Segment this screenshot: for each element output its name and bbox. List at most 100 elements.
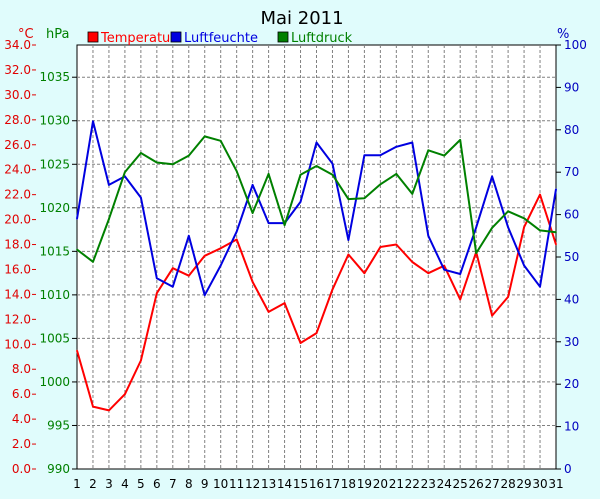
data-point	[251, 184, 254, 186]
data-point	[283, 224, 286, 227]
data-point	[363, 154, 366, 157]
humidity-tick-label: 10	[564, 420, 579, 434]
data-point	[315, 332, 318, 334]
unit-percent: %	[557, 27, 569, 42]
humidity-tick-label: 90	[564, 80, 579, 94]
x-tick-label: 8	[185, 477, 193, 491]
temperature-tick-label: 2.0	[12, 437, 31, 451]
pressure-tick-label: 990	[47, 462, 70, 476]
legend-swatch	[87, 31, 99, 43]
data-point	[379, 183, 382, 186]
x-tick-label: 31	[548, 477, 563, 491]
pressure-tick-label: 1015	[39, 244, 70, 258]
humidity-tick-label: 80	[564, 123, 579, 137]
data-point	[187, 274, 190, 277]
data-point	[219, 139, 222, 142]
data-point	[331, 162, 334, 165]
data-point	[108, 409, 110, 412]
temperature-tick-label: 26.0	[4, 138, 31, 152]
pressure-tick-label: 1035	[39, 70, 70, 84]
x-tick-label: 12	[245, 477, 260, 491]
data-point	[539, 193, 541, 196]
temperature-tick-label: 24.0	[4, 163, 31, 177]
data-point	[219, 264, 222, 267]
temperature-tick-label: 14.0	[4, 287, 31, 301]
data-point	[507, 226, 509, 229]
x-tick-label: 19	[357, 477, 372, 491]
humidity-tick-label: 30	[564, 335, 579, 349]
data-point	[299, 342, 302, 344]
x-tick-label: 11	[229, 477, 244, 491]
data-point	[219, 247, 222, 250]
x-tick-label: 25	[453, 477, 468, 491]
data-point	[124, 171, 126, 173]
x-tick-label: 1	[73, 477, 81, 491]
x-tick-label: 29	[516, 477, 531, 491]
legend-swatch	[277, 31, 289, 43]
x-tick-label: 10	[213, 477, 228, 491]
data-point	[539, 285, 541, 288]
x-tick-label: 17	[325, 477, 340, 491]
humidity-tick-label: 0	[564, 462, 572, 476]
temperature-tick-label: 6.0	[12, 387, 31, 401]
data-point	[363, 197, 366, 200]
temperature-tick-label: 12.0	[4, 312, 31, 326]
data-point	[459, 298, 462, 301]
data-point	[459, 273, 462, 275]
data-point	[283, 302, 286, 304]
pressure-tick-label: 1005	[39, 331, 70, 345]
pressure-tick-label: 1030	[39, 114, 70, 128]
data-point	[427, 272, 430, 275]
data-point	[267, 222, 270, 224]
pressure-tick-label: 1020	[39, 201, 70, 215]
temperature-tick-label: 28.0	[4, 113, 31, 127]
data-point	[172, 163, 174, 166]
data-point	[203, 294, 206, 296]
data-point	[92, 405, 94, 408]
data-point	[108, 184, 110, 186]
x-tick-label: 30	[532, 477, 547, 491]
data-point	[76, 218, 78, 220]
data-point	[443, 268, 446, 271]
x-tick-label: 21	[389, 477, 404, 491]
temperature-tick-label: 18.0	[4, 238, 31, 252]
humidity-axis: 0 10 20 30 40 50 60 70 80 90 100	[556, 38, 587, 476]
data-point	[172, 267, 174, 270]
unit-celsius: °C	[18, 27, 34, 42]
data-point	[140, 152, 142, 154]
temperature-tick-label: 10.0	[4, 337, 31, 351]
x-tick-label: 15	[293, 477, 308, 491]
pressure-axis: 990 995 1000 1005 1010 1015 1020 1025 1030 1035	[39, 70, 77, 476]
x-tick-label: 6	[153, 477, 161, 491]
unit-hpa: hPa	[46, 27, 69, 42]
data-point	[347, 253, 350, 256]
temperature-tick-label: 4.0	[12, 412, 31, 426]
data-point	[539, 229, 541, 232]
data-point	[315, 165, 318, 167]
data-point	[172, 285, 174, 288]
pressure-tick-label: 1010	[39, 288, 70, 302]
data-point	[395, 173, 398, 175]
data-point	[187, 235, 190, 237]
data-point	[475, 226, 477, 229]
data-point	[459, 139, 462, 141]
data-point	[443, 264, 446, 267]
data-point	[555, 243, 557, 246]
humidity-tick-label: 60	[564, 208, 579, 222]
data-point	[156, 277, 158, 280]
x-tick-label: 23	[421, 477, 436, 491]
data-point	[347, 239, 350, 241]
data-point	[395, 243, 398, 246]
data-point	[267, 311, 270, 313]
data-point	[331, 288, 334, 291]
data-point	[507, 210, 509, 213]
data-point	[203, 135, 206, 138]
data-point	[251, 212, 254, 214]
data-point	[140, 196, 142, 199]
x-tick-label: 27	[484, 477, 499, 491]
series-lines	[76, 120, 557, 412]
data-point	[331, 173, 334, 176]
x-tick-label: 20	[373, 477, 388, 491]
data-point	[92, 260, 94, 263]
temperature-axis: 0.0 2.0 4.0 6.0 8.0 10.0 12.0 14.0 16.0 18.0 20.0 2…	[4, 38, 36, 476]
